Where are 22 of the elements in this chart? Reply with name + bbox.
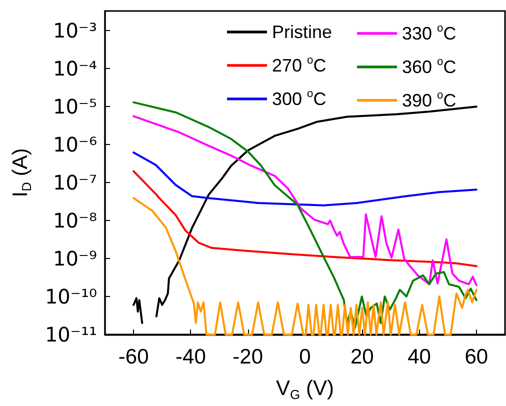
x-tick-label: -20 [232, 345, 264, 368]
legend-label: Pristine [272, 22, 332, 42]
line-series [132, 115, 478, 286]
y-tick-label: 10⁻⁴ [52, 56, 97, 81]
x-tick-label: -60 [118, 345, 149, 368]
y-tick-label: 10⁻³ [52, 18, 97, 43]
line-series [132, 170, 478, 268]
x-tick-label: 0 [299, 345, 311, 368]
y-axis-title: ID (A) [9, 148, 34, 198]
y-tick-label: 10⁻⁵ [52, 94, 97, 119]
y-tick-label: 10⁻⁷ [52, 170, 97, 195]
line-series [132, 197, 478, 336]
y-tick-label: 10⁻¹¹ [44, 322, 97, 346]
line-series [132, 151, 478, 206]
y-tick-label: 10⁻⁸ [52, 208, 97, 233]
x-tick-label: 20 [350, 345, 374, 368]
y-tick-label: 10⁻¹⁰ [44, 284, 97, 308]
x-tick-label: 40 [408, 345, 431, 368]
y-tick-label: 10⁻⁹ [52, 246, 97, 271]
x-tick-label: -40 [176, 345, 206, 368]
y-tick-label: 10⁻⁶ [52, 132, 97, 157]
x-tick-label: 60 [464, 345, 488, 368]
